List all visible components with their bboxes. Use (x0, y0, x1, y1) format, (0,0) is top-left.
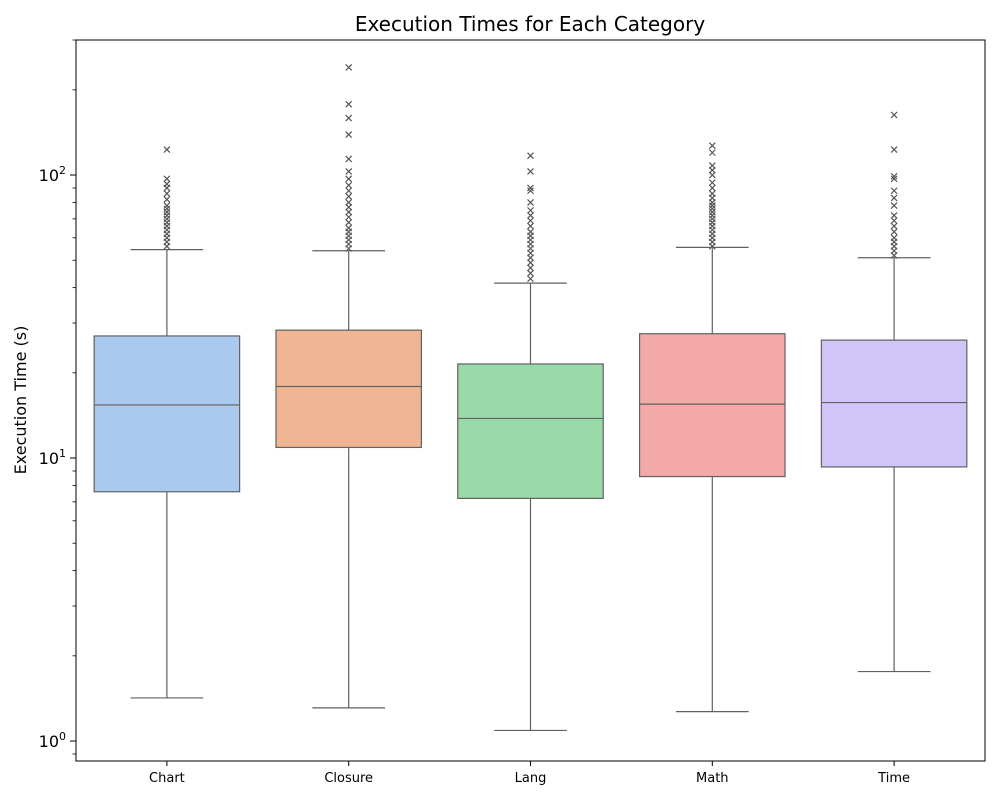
outlier-point (527, 152, 534, 160)
outlier-point (345, 213, 353, 221)
axes: Chart Closure Lang Math Time 100 101 102 (39, 39, 986, 786)
box-time (820, 339, 968, 468)
outlier-point (708, 190, 716, 197)
outlier-point (527, 199, 534, 206)
outlier-point (163, 190, 171, 197)
outlier-point (527, 217, 534, 225)
outlier-point (527, 228, 534, 236)
outlier-point (345, 131, 353, 138)
outlier-point (163, 195, 171, 203)
outlier-point (890, 111, 898, 119)
outlier-point (345, 199, 353, 206)
outlier-point (345, 219, 353, 226)
outlier-point (890, 228, 898, 236)
outlier-point (345, 155, 353, 163)
y-tick-label: 101 (39, 447, 66, 468)
outlier-point (345, 181, 353, 189)
box-group-lang (457, 152, 604, 732)
outlier-point (527, 184, 534, 192)
outlier-point (890, 146, 898, 154)
outlier-point (890, 222, 898, 230)
outlier-point (708, 162, 716, 169)
y-tick-label: 102 (39, 164, 66, 185)
y-axis-label: Execution Time (s) (11, 326, 30, 475)
outlier-point (890, 175, 898, 183)
outlier-point (527, 167, 534, 175)
plot-area (93, 64, 968, 732)
outlier-point (345, 64, 353, 71)
outlier-point (527, 259, 534, 267)
outlier-point (708, 179, 716, 187)
x-tick-label-lang: Lang (515, 771, 547, 786)
outlier-point (345, 100, 353, 108)
outlier-point (708, 142, 716, 150)
outlier-point (345, 208, 353, 216)
outlier-point (163, 175, 171, 183)
box-chart (93, 335, 241, 493)
x-tick-label-time: Time (877, 771, 910, 786)
outlier-point (527, 187, 534, 195)
x-tick-label-closure: Closure (324, 771, 373, 786)
box-closure (275, 329, 423, 449)
outlier-point (345, 224, 353, 232)
box-lang (457, 363, 604, 500)
outlier-point (527, 269, 534, 277)
outlier-point (163, 180, 171, 188)
outlier-point (527, 211, 534, 219)
outlier-point (345, 193, 353, 200)
x-tick-label-chart: Chart (149, 771, 185, 786)
x-tick-label-math: Math (696, 771, 729, 786)
outlier-point (890, 194, 898, 202)
outlier-point (527, 264, 534, 272)
outlier-point (890, 234, 898, 242)
outlier-point (708, 202, 716, 209)
outlier-point (890, 187, 898, 195)
box-group-time (820, 111, 968, 673)
box-group-chart (93, 146, 241, 699)
outlier-point (708, 184, 716, 192)
outlier-point (527, 222, 534, 230)
outlier-point (345, 187, 353, 195)
outlier-point (345, 175, 353, 183)
y-tick-label: 100 (39, 730, 66, 751)
box-math (638, 333, 786, 478)
outlier-point (890, 172, 898, 180)
outlier-point (708, 149, 716, 157)
outlier-point (163, 146, 171, 154)
outlier-point (708, 208, 716, 216)
outlier-point (345, 167, 353, 175)
box-group-closure (275, 64, 423, 709)
outlier-point (708, 205, 716, 213)
outlier-point (163, 205, 171, 213)
box-group-math (638, 142, 786, 713)
outlier-point (163, 208, 171, 216)
outlier-point (890, 211, 898, 219)
outlier-point (890, 217, 898, 225)
chart-title: Execution Times for Each Category (355, 12, 706, 36)
outlier-point (890, 202, 898, 209)
outlier-point (527, 206, 534, 214)
outlier-point (163, 202, 171, 209)
outlier-point (527, 275, 534, 283)
outlier-point (345, 114, 353, 122)
